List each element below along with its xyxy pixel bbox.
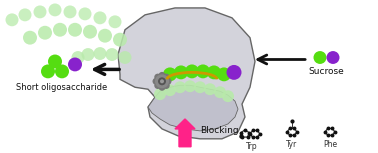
- Circle shape: [160, 79, 164, 83]
- Circle shape: [79, 7, 91, 20]
- Circle shape: [64, 6, 76, 18]
- Circle shape: [68, 23, 82, 37]
- Circle shape: [163, 67, 177, 81]
- Circle shape: [154, 82, 161, 89]
- Circle shape: [118, 51, 132, 64]
- Circle shape: [158, 77, 166, 85]
- Circle shape: [196, 64, 210, 78]
- Circle shape: [174, 65, 188, 79]
- Circle shape: [163, 82, 170, 89]
- Text: Sucrose: Sucrose: [308, 67, 344, 76]
- Circle shape: [68, 58, 82, 71]
- Circle shape: [98, 29, 112, 43]
- Circle shape: [155, 74, 169, 88]
- Circle shape: [34, 6, 46, 18]
- Circle shape: [154, 88, 166, 100]
- Text: Short oligosaccharide: Short oligosaccharide: [16, 83, 108, 92]
- Circle shape: [164, 78, 172, 85]
- Circle shape: [226, 65, 242, 80]
- Circle shape: [207, 65, 221, 79]
- Text: Blocking: Blocking: [200, 126, 239, 135]
- Text: Trp: Trp: [246, 142, 258, 151]
- Circle shape: [48, 4, 62, 16]
- Circle shape: [164, 84, 176, 96]
- Circle shape: [48, 54, 62, 68]
- Circle shape: [217, 67, 231, 81]
- Circle shape: [6, 13, 19, 26]
- Circle shape: [222, 90, 234, 102]
- Text: Tyr: Tyr: [287, 140, 297, 149]
- Circle shape: [105, 48, 118, 61]
- Circle shape: [152, 78, 160, 85]
- Circle shape: [93, 11, 107, 24]
- Circle shape: [174, 81, 186, 93]
- Circle shape: [214, 86, 226, 98]
- Polygon shape: [118, 8, 255, 139]
- Circle shape: [55, 64, 69, 78]
- Circle shape: [23, 31, 37, 45]
- Circle shape: [184, 80, 196, 92]
- Circle shape: [154, 74, 161, 81]
- Circle shape: [194, 81, 206, 93]
- Circle shape: [82, 48, 94, 61]
- Circle shape: [53, 23, 67, 37]
- Circle shape: [185, 64, 199, 78]
- Circle shape: [204, 83, 216, 95]
- Circle shape: [327, 51, 339, 64]
- Circle shape: [158, 72, 166, 79]
- Circle shape: [19, 8, 31, 21]
- Circle shape: [108, 15, 121, 28]
- Circle shape: [113, 33, 127, 47]
- FancyArrow shape: [175, 119, 195, 147]
- Text: Phe: Phe: [323, 140, 337, 149]
- Circle shape: [38, 26, 52, 40]
- Polygon shape: [148, 85, 238, 131]
- Circle shape: [93, 47, 107, 60]
- Circle shape: [71, 51, 85, 64]
- Circle shape: [83, 25, 97, 39]
- Circle shape: [158, 84, 166, 91]
- Circle shape: [313, 51, 327, 64]
- Circle shape: [163, 74, 170, 81]
- Circle shape: [41, 64, 55, 78]
